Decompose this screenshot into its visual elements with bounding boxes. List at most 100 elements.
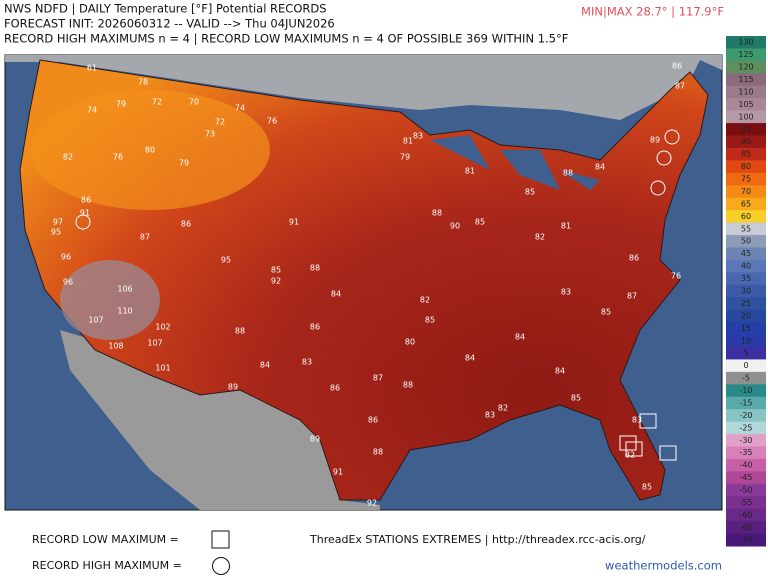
station-value: 74	[87, 106, 97, 115]
colorbar-cell	[726, 147, 766, 161]
station-value: 95	[221, 256, 231, 265]
station-value: 82	[63, 153, 73, 162]
station-value: 86	[629, 254, 639, 263]
colorbar-label: -5	[742, 374, 750, 383]
colorbar-cell	[726, 533, 766, 547]
colorbar-label: 95	[741, 125, 751, 134]
colorbar-label: -15	[739, 398, 752, 407]
station-value: 88	[432, 209, 442, 218]
record-high	[656, 150, 672, 166]
station-value: 84	[515, 333, 525, 342]
station-value: 89	[310, 435, 320, 444]
colorbar-label: 80	[741, 162, 751, 171]
station-value: 86	[310, 323, 320, 332]
station-value: 87	[140, 233, 150, 242]
colorbar-label: 105	[738, 100, 753, 109]
station-value: 87	[627, 292, 637, 301]
station-value: 85	[571, 394, 581, 403]
station-value: 85	[525, 188, 535, 197]
station-value: 70	[189, 98, 199, 107]
colorbar-cell	[726, 446, 766, 460]
colorbar-cell	[726, 110, 766, 124]
station-value: 91	[333, 468, 343, 477]
colorbar-cell	[726, 172, 766, 186]
station-value: 79	[116, 100, 126, 109]
colorbar-cell	[726, 259, 766, 273]
colorbar-label: -65	[739, 523, 752, 532]
station-value: 89	[228, 383, 238, 392]
colorbar-label: -10	[739, 386, 752, 395]
colorbar-cell	[726, 197, 766, 211]
station-value: 84	[260, 361, 270, 370]
legend-high-symbol	[212, 557, 230, 575]
colorbar-label: 75	[741, 175, 751, 184]
station-value: 88	[310, 264, 320, 273]
colorbar-cell	[726, 359, 766, 373]
record-low	[619, 435, 637, 451]
station-value: 76	[113, 153, 123, 162]
station-value: 82	[535, 233, 545, 242]
colorbar-label: 65	[741, 199, 751, 208]
record-high	[650, 180, 666, 196]
colorbar-cell	[726, 471, 766, 485]
colorbar-cell	[726, 185, 766, 199]
station-value: 106	[117, 285, 132, 294]
station-value: 86	[81, 196, 91, 205]
colorbar-cell	[726, 272, 766, 286]
station-value: 83	[413, 132, 423, 141]
colorbar-label: -45	[739, 473, 752, 482]
colorbar-label: 90	[741, 137, 751, 146]
record-markers	[75, 129, 680, 461]
station-value: 85	[425, 316, 435, 325]
colorbar-label: 125	[738, 50, 753, 59]
record-high	[75, 214, 91, 230]
station-value: 91	[289, 218, 299, 227]
colorbar-cell	[726, 434, 766, 447]
station-value: 79	[400, 153, 410, 162]
station-value: 83	[561, 288, 571, 297]
station-value: 82	[625, 451, 635, 460]
colorbar-label: 0	[743, 361, 748, 370]
colorbar-cell	[726, 496, 766, 510]
heat-zone	[30, 90, 270, 210]
station-value: 96	[63, 278, 73, 287]
colorbar-cell	[726, 60, 766, 74]
station-value: 87	[373, 374, 383, 383]
colorbar-cell	[726, 309, 766, 323]
station-value: 84	[331, 290, 341, 299]
colorbar-label: 10	[741, 336, 751, 345]
colorbar-cell	[726, 483, 766, 497]
station-value: 81	[403, 137, 413, 146]
station-value: 87	[675, 82, 685, 91]
station-value: 85	[475, 218, 485, 227]
colorbar-cell	[726, 73, 766, 87]
station-value: 85	[642, 483, 652, 492]
station-value: 86	[181, 220, 191, 229]
station-value: 83	[632, 416, 642, 425]
colorbar-cell	[726, 160, 766, 174]
colorbar-cell	[726, 36, 766, 49]
colorbar-cell	[726, 210, 766, 224]
station-value: 86	[672, 62, 682, 71]
station-value: 101	[155, 364, 170, 373]
station-value: 82	[498, 404, 508, 413]
station-value: 108	[108, 342, 123, 351]
colorbar-label: 130	[738, 38, 753, 47]
record-low	[625, 441, 643, 457]
colorbar-label: -50	[739, 486, 752, 495]
station-value: 88	[403, 381, 413, 390]
colorbar-label: -25	[739, 423, 752, 432]
colorbar-label: 115	[738, 75, 753, 84]
station-value: 84	[555, 367, 565, 376]
station-value: 81	[465, 167, 475, 176]
colorbar-label: 20	[741, 311, 751, 320]
station-value: 83	[302, 358, 312, 367]
record-high	[664, 129, 680, 145]
station-value: 107	[147, 339, 162, 348]
station-value: 76	[671, 272, 681, 281]
colorbar-cell	[726, 235, 766, 248]
station-value: 102	[155, 323, 170, 332]
colorbar-label: -55	[739, 498, 752, 507]
great-lakes	[430, 135, 600, 190]
